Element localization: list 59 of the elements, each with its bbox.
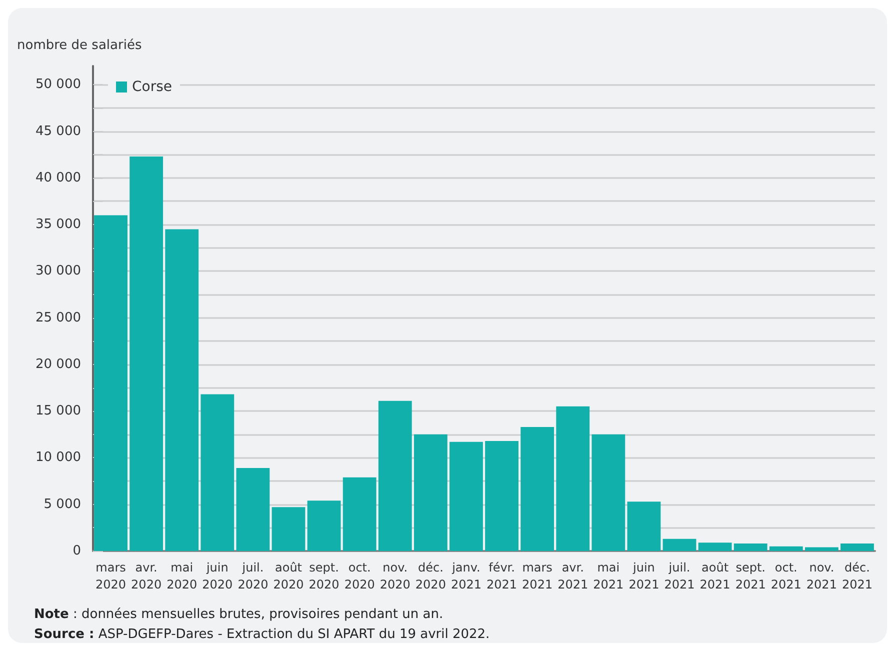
x-tick-label: juin 2020 [202,560,233,592]
x-tick-label: mars 2021 [522,560,553,592]
x-tick-label: août 2020 [273,560,304,592]
text: Source : ASP-DGEFP-Dares - Extraction du SI APART du 19 avril 2022. [34,627,490,642]
y-tick-label: 0 [72,544,81,558]
bar [520,426,554,551]
x-tick-label: mai 2021 [593,560,624,592]
x-tick-label: sept. 2020 [308,560,340,592]
bar [165,229,199,551]
bar [236,468,270,551]
bar [485,440,518,551]
legend-label: Corse [132,79,172,95]
bar [272,507,306,551]
x-tick-label: nov. 2020 [380,560,410,592]
bar [450,442,483,551]
y-tick-label: 20 000 [36,356,81,372]
bar [130,156,164,551]
x-tick-label: déc. 2020 [415,560,446,592]
bar [840,544,874,551]
x-tick-label: févr. 2021 [486,560,518,592]
x-tick-label: oct. 2020 [344,560,375,592]
bar [378,400,412,551]
y-tick-label: 50 000 [36,77,81,92]
bar [804,547,838,551]
x-tick-label: avr. 2021 [558,560,588,592]
x-tick-label: juin 2021 [628,560,660,592]
y-tick-label: 45 000 [36,124,81,139]
x-tick-label: avr. 2020 [131,560,162,592]
y-tick-label: 15 000 [36,404,81,419]
bar [734,544,768,551]
x-tick-label: mai 2020 [166,560,198,592]
x-tick-label: sept. 2021 [735,560,766,592]
x-tick-label: août 2021 [700,560,730,592]
y-tick-label: 40 000 [36,170,81,186]
bar [592,434,626,551]
x-tick-label: juil. 2020 [238,560,268,592]
bar [414,434,448,551]
bar [342,477,376,551]
bar [556,406,590,551]
y-tick-label: 5 000 [44,496,81,512]
y-tick-label: 30 000 [36,264,81,279]
text: Note : données mensuelles brutes, provisoires pendant un an. [34,607,444,622]
x-tick-label: janv. 2021 [450,560,482,592]
bar [698,542,732,551]
bar [200,394,234,551]
bar [94,215,128,551]
y-tick-label: 25 000 [36,310,81,326]
bar [627,502,661,551]
bar [662,538,696,551]
y-tick-label: 10 000 [36,450,81,466]
y-axis-title: nombre de salariés [17,38,142,53]
x-tick-label: déc. 2021 [842,560,872,592]
y-tick-label: 35 000 [36,217,81,232]
x-tick-label: mars 2020 [96,560,126,592]
bar [307,500,341,551]
bar [769,546,803,551]
x-tick-label: nov. 2021 [806,560,837,592]
x-tick-label: oct. 2021 [770,560,802,592]
x-tick-label: juil. 2021 [664,560,695,592]
